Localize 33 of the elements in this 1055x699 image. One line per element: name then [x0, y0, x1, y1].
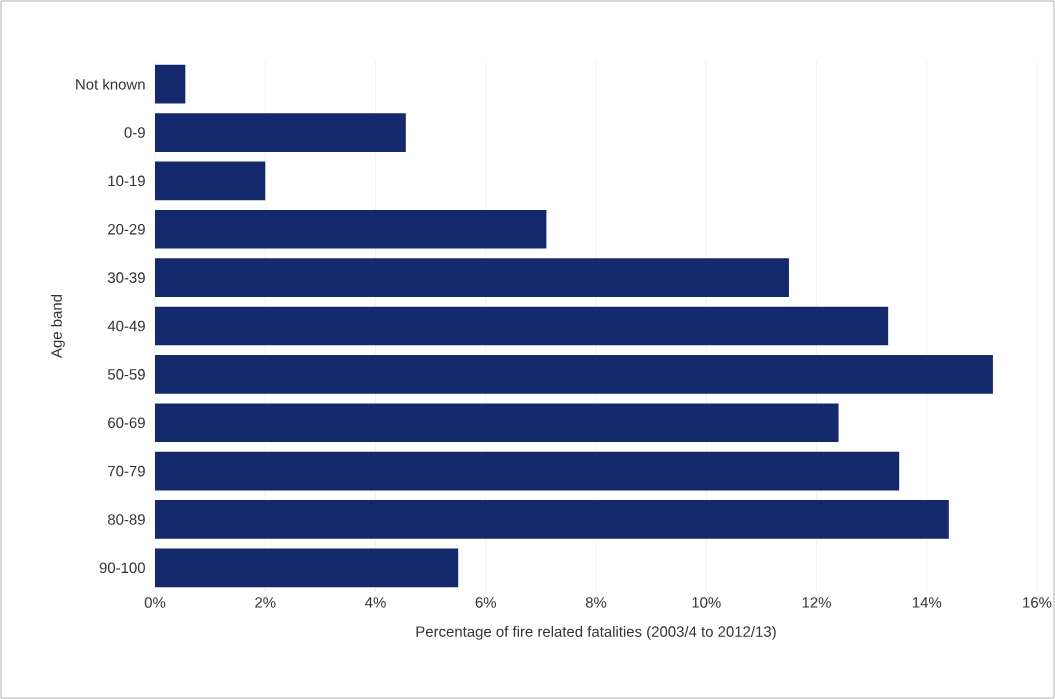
x-tick-label: 12%	[802, 597, 831, 608]
x-tick-label: 8%	[585, 597, 607, 608]
y-tick-label: 30-39	[107, 272, 145, 283]
x-tick-label: 0%	[144, 597, 166, 608]
y-tick-label: 90-100	[99, 562, 145, 574]
y-tick-label: 70-79	[108, 465, 145, 477]
y-axis-title: Age band	[50, 295, 65, 358]
bar	[155, 500, 949, 539]
x-axis-title: Percentage of fire related fatalities (2003/4 to 2012/13)	[416, 625, 776, 640]
x-tick-label: 6%	[475, 597, 497, 608]
x-tick-label: 10%	[692, 597, 721, 608]
bar	[155, 548, 459, 588]
bar	[155, 355, 993, 394]
bar	[155, 64, 186, 104]
bar	[155, 258, 789, 297]
x-tick-label: 16%	[1023, 597, 1052, 608]
y-tick-label: 0-9	[124, 127, 145, 138]
bar	[155, 306, 889, 346]
y-tick-label: 10-19	[108, 175, 145, 187]
x-tick-label: 4%	[365, 597, 386, 608]
y-tick-label: 50-59	[107, 369, 145, 380]
bar	[155, 161, 266, 201]
y-tick-label: 80-89	[108, 514, 145, 525]
y-tick-label: 20-29	[108, 223, 145, 235]
bar	[155, 209, 547, 249]
bar	[155, 451, 900, 491]
bar	[155, 403, 839, 443]
x-tick-label: 2%	[255, 597, 276, 608]
y-tick-label: Not known	[76, 78, 145, 90]
y-tick-label: 40-49	[107, 320, 145, 332]
bar	[155, 113, 406, 152]
x-tick-label: 14%	[912, 597, 942, 608]
y-tick-label: 60-69	[108, 417, 145, 429]
